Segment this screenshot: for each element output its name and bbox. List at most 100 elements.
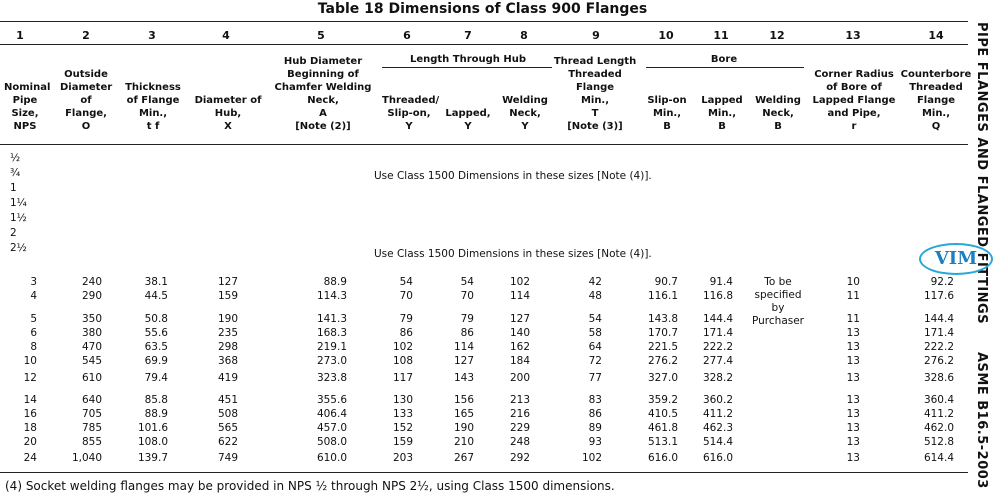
- table-cell: 10: [23, 355, 37, 367]
- table-cell: 102: [509, 276, 530, 288]
- table-cell: 213: [509, 394, 530, 406]
- table-cell: 203: [392, 452, 413, 464]
- table-cell: 44.5: [144, 290, 168, 302]
- table-cell: 162: [509, 341, 530, 353]
- table-cell: 20: [23, 436, 37, 448]
- table-cell: 143: [453, 372, 474, 384]
- table-cell: 171.4: [702, 327, 733, 339]
- column-number: 8: [520, 29, 528, 42]
- small-size-nps: ½: [10, 152, 21, 164]
- table-cell: 58: [588, 327, 602, 339]
- table-cell: 1,040: [71, 452, 102, 464]
- table-cell: 69.9: [144, 355, 168, 367]
- table-cell: 368: [217, 355, 238, 367]
- small-size-nps: 1½: [10, 212, 27, 224]
- header-bore-slip-on: Slip-on Min., B: [647, 95, 687, 132]
- table-cell: 83: [588, 394, 602, 406]
- table-cell: 267: [453, 452, 474, 464]
- column-number: 1: [16, 29, 24, 42]
- table-cell: 276.2: [647, 355, 678, 367]
- table-cell: 79: [399, 313, 413, 325]
- small-sizes-note-2: Use Class 1500 Dimensions in these sizes…: [374, 248, 652, 260]
- column-number: 2: [82, 29, 90, 42]
- table-cell: 86: [460, 327, 474, 339]
- column-number: 14: [928, 29, 944, 42]
- table-cell: 512.8: [923, 436, 954, 448]
- table-cell: 410.5: [647, 408, 678, 420]
- table-cell: 70: [460, 290, 474, 302]
- small-size-nps: ¾: [10, 167, 21, 179]
- table-cell: 13: [846, 408, 860, 420]
- table-cell: 156: [453, 394, 474, 406]
- column-number: 3: [148, 29, 156, 42]
- purchaser-note: To be specified by Purchaser: [752, 276, 804, 327]
- table-cell: 168.3: [316, 327, 347, 339]
- table-cell: 114: [509, 290, 530, 302]
- small-size-nps: 1¼: [10, 197, 27, 209]
- table-cell: 117.6: [923, 290, 954, 302]
- table-cell: 152: [392, 422, 413, 434]
- table-cell: 406.4: [316, 408, 347, 420]
- header-bottom-rule: [0, 144, 968, 145]
- header-counterbore: Counterbore Threaded Flange Min., Q: [900, 69, 972, 132]
- column-number: 6: [403, 29, 411, 42]
- table-cell: 141.3: [316, 313, 347, 325]
- table-cell: 457.0: [316, 422, 347, 434]
- table-cell: 622: [217, 436, 238, 448]
- top-rule: [0, 21, 968, 22]
- header-bore-lapped: Lapped Min., B: [701, 95, 743, 132]
- table-cell: 171.4: [923, 327, 954, 339]
- table-cell: 3: [30, 276, 37, 288]
- table-cell: 508.0: [316, 436, 347, 448]
- table-cell: 4: [30, 290, 37, 302]
- table-cell: 70: [399, 290, 413, 302]
- table-cell: 86: [399, 327, 413, 339]
- length-group-rule: [382, 67, 552, 68]
- table-cell: 12: [23, 372, 37, 384]
- table-cell: 277.4: [702, 355, 733, 367]
- table-cell: 290: [81, 290, 102, 302]
- column-number: 7: [464, 29, 472, 42]
- table-cell: 55.6: [144, 327, 168, 339]
- table-cell: 411.2: [702, 408, 733, 420]
- table-cell: 276.2: [923, 355, 954, 367]
- table-cell: 462.0: [923, 422, 954, 434]
- table-cell: 102: [581, 452, 602, 464]
- table-cell: 705: [81, 408, 102, 420]
- group-header-length-label: Length Through Hub: [409, 54, 527, 65]
- table-cell: 108: [392, 355, 413, 367]
- side-title-bottom: ASME B16.5-2003: [974, 352, 989, 489]
- table-cell: 165: [453, 408, 474, 420]
- table-cell: 184: [509, 355, 530, 367]
- table-cell: 565: [217, 422, 238, 434]
- table-cell: 222.2: [923, 341, 954, 353]
- table-cell: 24: [23, 452, 37, 464]
- column-number: 9: [592, 29, 600, 42]
- table-cell: 229: [509, 422, 530, 434]
- table-cell: 419: [217, 372, 238, 384]
- table-cell: 116.8: [702, 290, 733, 302]
- table-cell: 127: [453, 355, 474, 367]
- table-cell: 144.4: [923, 313, 954, 325]
- table-cell: 616.0: [702, 452, 733, 464]
- table-cell: 11: [846, 290, 860, 302]
- table-cell: 411.2: [923, 408, 954, 420]
- table-cell: 6: [30, 327, 37, 339]
- table-cell: 140: [509, 327, 530, 339]
- table-cell: 144.4: [702, 313, 733, 325]
- table-cell: 462.3: [702, 422, 733, 434]
- table-cell: 127: [509, 313, 530, 325]
- table-cell: 360.4: [923, 394, 954, 406]
- table-cell: 13: [846, 372, 860, 384]
- table-cell: 54: [399, 276, 413, 288]
- header-thread-length: Thread Length Threaded Flange Min., T [N…: [553, 56, 637, 132]
- table-cell: 88.9: [323, 276, 347, 288]
- table-cell: 545: [81, 355, 102, 367]
- table-cell: 13: [846, 341, 860, 353]
- table-cell: 90.7: [654, 276, 678, 288]
- table-cell: 13: [846, 394, 860, 406]
- table-cell: 13: [846, 422, 860, 434]
- table-cell: 114.3: [316, 290, 347, 302]
- header-corner-radius: Corner Radius of Bore of Lapped Flange a…: [812, 69, 896, 132]
- table-cell: 130: [392, 394, 413, 406]
